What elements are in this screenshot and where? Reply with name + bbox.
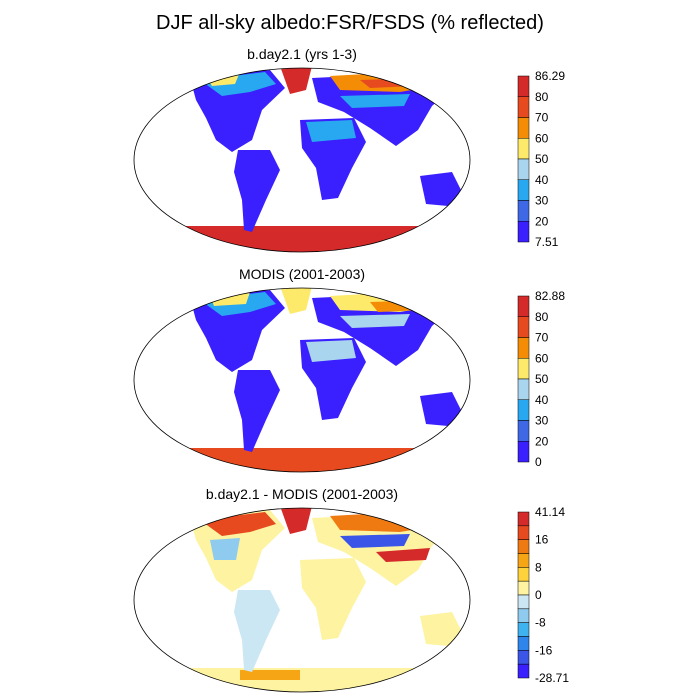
colorbar-segment [517,158,530,180]
colorbar-segment [517,138,530,160]
colorbar-segment [517,580,530,596]
colorbar-tick-label: 60 [535,351,549,365]
colorbar-segment [517,378,530,400]
colorbar-segment [517,295,530,317]
colorbar-segment [517,511,530,527]
colorbar-segment [517,567,530,582]
colorbar-tick-label: 30 [535,414,549,428]
map-panel-3 [134,508,470,692]
colorbar-tick-label: 70 [535,111,549,125]
panel-title-1: b.day2.1 (yrs 1-3) [247,46,357,62]
colorbar-segment [517,420,530,442]
colorbar-tick-label: 70 [535,331,549,345]
colorbar-segment [517,316,530,338]
colorbar-tick-label: 50 [535,152,549,166]
colorbar-tick-label: 50 [535,372,549,386]
colorbar-tick-label: 80 [535,90,549,104]
colorbar-segment [517,608,530,623]
colorbar-segment [517,636,530,651]
colorbar-segment [517,441,530,463]
land-layer [134,68,470,252]
colorbar-segment [517,594,530,610]
colorbar-segment [517,200,530,222]
colorbar-segment [517,117,530,139]
colorbar-tick-label: 86.29 [535,69,565,83]
map-outline-2 [133,287,471,473]
colorbar-segment [517,539,530,554]
colorbar-segment [517,179,530,201]
colorbar-segment [517,622,530,637]
colorbar-tick-label: 30 [535,194,549,208]
map-panel-1 [134,68,470,252]
colorbar-tick-label: 8 [535,560,542,574]
colorbar-tick-label: 40 [535,393,549,407]
main-title: DJF all-sky albedo:FSR/FSDS (% reflected… [156,12,544,34]
colorbar-segment [517,525,530,540]
colorbar-tick-label: 20 [535,214,549,228]
colorbar-tick-label: 80 [535,310,549,324]
panel-title-2: MODIS (2001-2003) [238,266,366,282]
panel-title-3: b.day2.1 - MODIS (2001-2003) [205,486,399,502]
map-panel-2 [134,288,470,472]
colorbar-tick-label: 0 [535,588,542,602]
colorbar-1: 86.29 80 70 60 50 40 30 20 7.51 [517,69,565,249]
colorbar-segment [517,650,530,665]
colorbar-3: 41.14 16 8 0 -8 -16 -28.71 [517,505,569,685]
colorbar-segment [517,553,530,568]
colorbar-2: 82.88 80 70 60 50 40 30 20 0 [517,289,565,469]
colorbar-tick-label: 0 [535,455,542,469]
colorbar-tick-label: -16 [535,643,553,657]
colorbar-segment [517,221,530,243]
colorbar-segment [517,399,530,421]
land-layer [134,508,470,692]
colorbar-segment [517,337,530,359]
colorbar-tick-label: -8 [535,616,546,630]
colorbar-tick-label: 16 [535,533,549,547]
colorbar-tick-label: -28.71 [535,671,569,685]
colorbar-tick-label: 40 [535,173,549,187]
colorbar-segment [517,96,530,118]
colorbar-segment [517,358,530,380]
colorbar-segment [517,75,530,97]
colorbar-tick-label: 41.14 [535,505,565,519]
colorbar-tick-label: 60 [535,131,549,145]
colorbar-tick-label: 20 [535,434,549,448]
land-layer [134,288,470,472]
map-outline-1 [133,67,471,253]
colorbar-segment [517,663,530,679]
colorbar-tick-label: 82.88 [535,289,565,303]
colorbar-tick-label: 7.51 [535,235,559,249]
map-outline-3 [133,507,471,693]
